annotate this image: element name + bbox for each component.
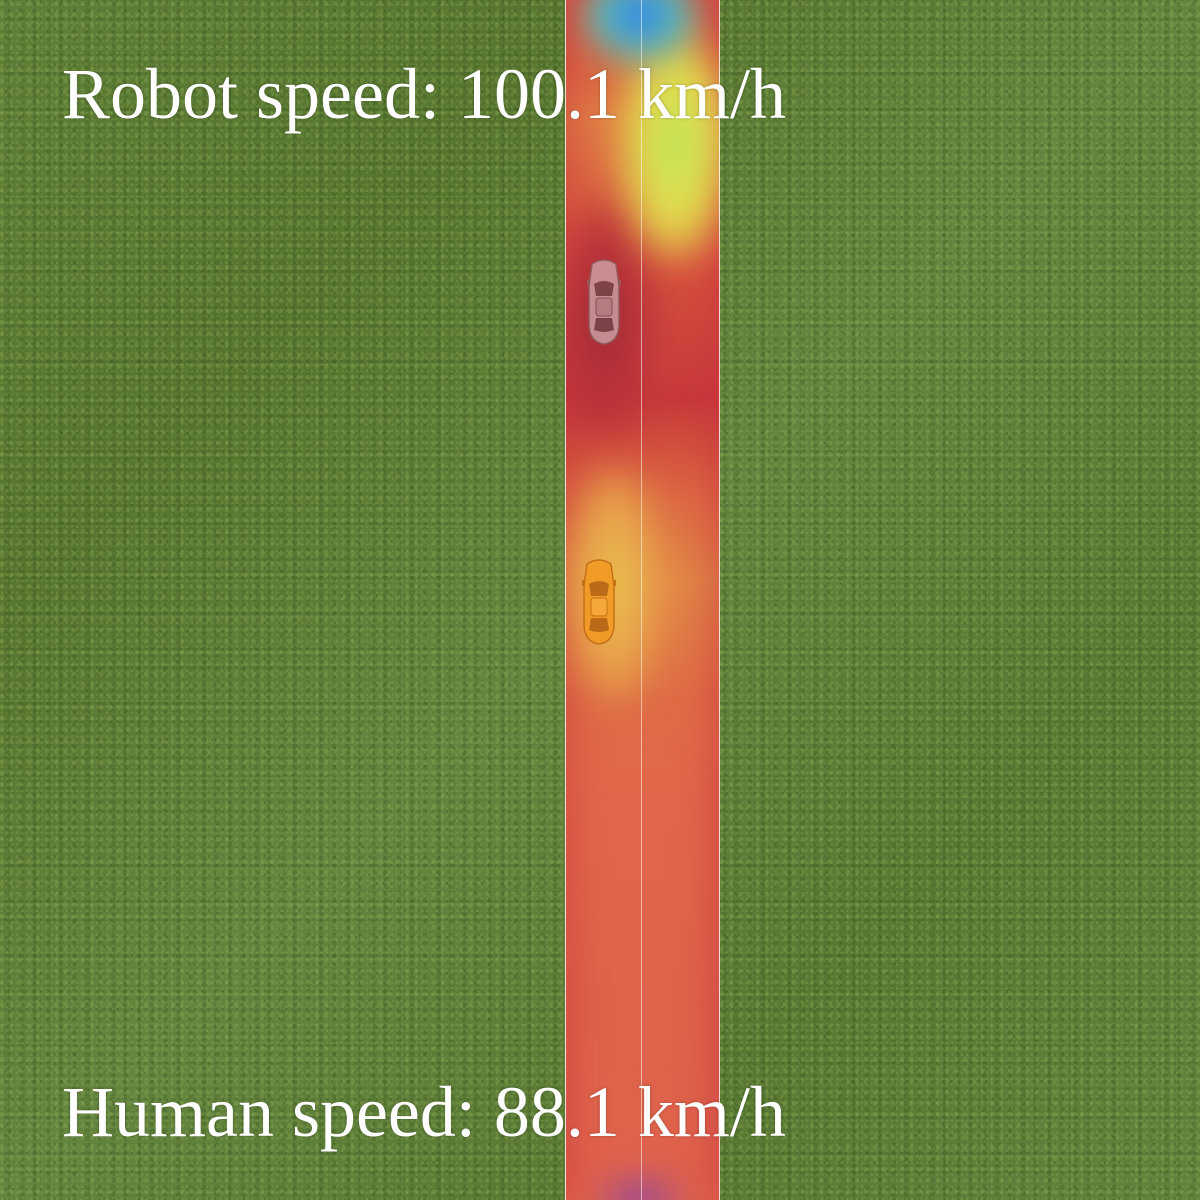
robot-car-icon bbox=[587, 259, 621, 345]
road-edge-right bbox=[719, 0, 720, 1200]
heatmap-mid-region bbox=[620, 30, 720, 260]
heatmap-edge-left bbox=[565, 0, 570, 1200]
robot-speed-label: Robot speed: 100.1 km/h bbox=[62, 54, 786, 134]
human-speed-label: Human speed: 88.1 km/h bbox=[62, 1072, 786, 1152]
road-edge-left bbox=[565, 0, 566, 1200]
heatmap-edge-right bbox=[713, 0, 720, 1200]
human-car-icon bbox=[582, 559, 616, 645]
heatmap-bottom-region bbox=[600, 1180, 680, 1200]
lane-divider bbox=[641, 0, 642, 1200]
